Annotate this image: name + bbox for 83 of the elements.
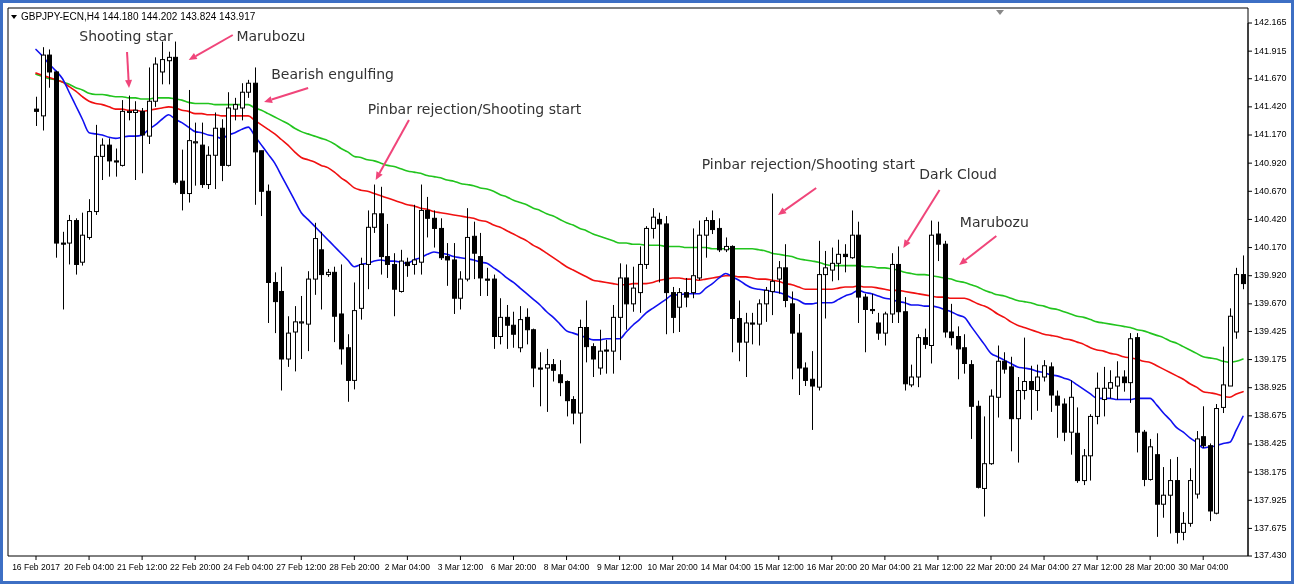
annotation: Marubozu <box>959 214 1029 230</box>
candlestick <box>412 204 417 276</box>
x-tick-label: 3 Mar 12:00 <box>437 562 484 572</box>
x-tick-label: 20 Feb 04:00 <box>64 562 115 572</box>
x-tick-label: 21 Mar 12:00 <box>912 562 964 572</box>
candlestick <box>1221 346 1226 414</box>
annotation: Dark Cloud <box>919 166 997 182</box>
x-tick-label: 28 Mar 20:00 <box>1125 562 1176 572</box>
candlestick <box>432 209 437 249</box>
candlestick <box>160 41 165 85</box>
candlestick <box>843 243 848 273</box>
candlestick <box>478 232 483 297</box>
candlestick <box>883 311 888 346</box>
y-tick-label: 138.925 <box>1254 382 1287 393</box>
y-tick-label: 140.920 <box>1254 157 1287 168</box>
x-tick-label: 30 Mar 04:00 <box>1178 562 1229 572</box>
x-tick-label: 2 Mar 04:00 <box>384 562 431 572</box>
candlestick <box>631 266 636 313</box>
candlestick <box>863 293 868 353</box>
y-tick-label: 140.170 <box>1254 241 1287 252</box>
annotation: Shooting star <box>79 28 174 44</box>
candlestick <box>558 359 563 397</box>
y-tick-label: 141.915 <box>1254 45 1287 56</box>
candlestick <box>810 350 815 431</box>
x-tick-label: 9 Mar 12:00 <box>596 562 643 572</box>
y-tick-label: 137.675 <box>1254 522 1287 533</box>
annotation: Pinbar rejection/Shooting start <box>367 101 582 117</box>
x-tick-label: 21 Feb 12:00 <box>117 562 168 572</box>
x-tick-label: 8 Mar 04:00 <box>543 562 590 572</box>
x-tick-label: 22 Mar 20:00 <box>965 562 1017 572</box>
y-tick-label: 141.170 <box>1254 129 1287 140</box>
x-tick-label: 15 Mar 12:00 <box>753 562 805 572</box>
y-tick-label: 140.670 <box>1254 185 1287 196</box>
candlestick <box>1115 360 1120 401</box>
candlestick <box>34 96 39 127</box>
x-tick-label: 20 Mar 04:00 <box>859 562 911 572</box>
y-tick-label: 141.420 <box>1254 101 1287 112</box>
y-tick-label: 139.425 <box>1254 325 1287 336</box>
chart-title: GBPJPY-ECN,H4 144.180 144.202 143.824 143.917 <box>21 11 256 22</box>
y-tick-label: 140.420 <box>1254 213 1287 224</box>
candlestick <box>684 277 689 308</box>
candlestick <box>140 107 145 174</box>
candlestick <box>717 217 722 253</box>
y-tick-label: 141.670 <box>1254 73 1287 84</box>
candlestick <box>180 149 185 211</box>
candlestick <box>870 293 875 315</box>
y-tick-label: 139.175 <box>1254 353 1287 364</box>
x-tick-label: 24 Feb 04:00 <box>223 562 274 572</box>
y-tick-label: 138.425 <box>1254 438 1287 449</box>
x-tick-label: 22 Feb 20:00 <box>170 562 221 572</box>
annotation: Bearish engulfing <box>271 66 394 82</box>
candlestick <box>107 137 112 178</box>
x-tick-label: 16 Feb 2017 <box>12 562 61 572</box>
annotation: Pinbar rejection/Shooting start <box>701 156 916 172</box>
candlestick <box>538 351 543 407</box>
y-tick-label: 137.925 <box>1254 494 1287 505</box>
y-tick-label: 139.670 <box>1254 298 1287 309</box>
x-tick-label: 10 Mar 20:00 <box>647 562 698 572</box>
x-tick-label: 27 Feb 12:00 <box>276 562 327 572</box>
x-tick-label: 28 Feb 20:00 <box>329 562 380 572</box>
x-tick-label: 27 Mar 12:00 <box>1072 562 1123 572</box>
y-tick-label: 138.175 <box>1254 466 1287 477</box>
candlestick <box>757 298 762 346</box>
x-tick-label: 14 Mar 04:00 <box>700 562 752 572</box>
y-tick-label: 142.165 <box>1254 17 1287 28</box>
candlestick <box>485 267 490 297</box>
candlestick <box>737 299 742 362</box>
x-tick-label: 16 Mar 20:00 <box>806 562 858 572</box>
candlestick <box>876 312 881 341</box>
x-tick-label: 24 Mar 04:00 <box>1019 562 1070 572</box>
x-tick-label: 6 Mar 20:00 <box>490 562 537 572</box>
y-tick-label: 137.430 <box>1254 550 1287 561</box>
y-tick-label: 138.675 <box>1254 410 1287 421</box>
line-series <box>35 48 1244 449</box>
y-tick-label: 139.920 <box>1254 270 1287 281</box>
annotation: Marubozu <box>236 28 306 44</box>
candlestick <box>1168 458 1173 534</box>
candlestick <box>1055 390 1060 439</box>
candlestick <box>936 221 941 262</box>
candlestick <box>591 342 596 378</box>
candlestick <box>472 221 477 280</box>
candlestick <box>1042 359 1047 383</box>
candlestick <box>233 97 238 121</box>
